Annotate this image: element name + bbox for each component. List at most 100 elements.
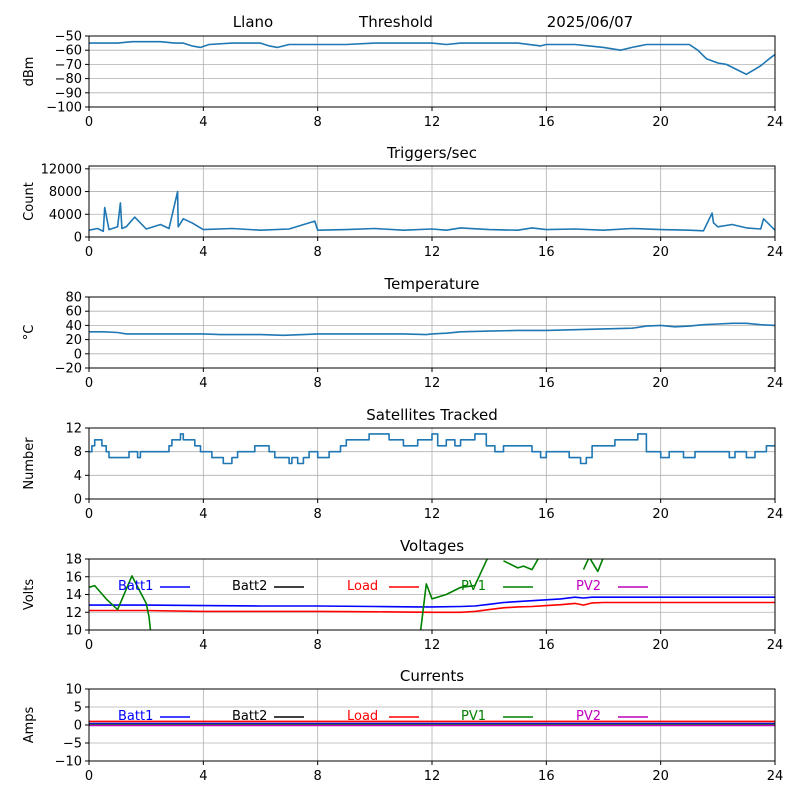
y-tick-label: −80 (55, 72, 82, 87)
x-tick-label: 8 (314, 115, 322, 130)
y-tick-label: 4 (74, 469, 82, 484)
panel-triggers: Triggers/sec 0 4 8 12 16 20 24 0 4000 8000 12000 Cou… (22, 144, 783, 260)
x-tick-label: 16 (538, 376, 555, 391)
legend-label: PV2 (576, 709, 601, 724)
x-tick-label: 24 (767, 245, 784, 260)
y-tick-label: 12 (65, 606, 82, 621)
x-tick-label: 12 (424, 245, 441, 260)
y-tick-label: 10 (65, 683, 82, 698)
x-tick-label: 20 (652, 638, 669, 653)
header-site: Llano (233, 13, 273, 31)
x-tick-label: 0 (85, 769, 93, 784)
y-tick-label: 12000 (41, 162, 82, 177)
x-tick-label: 20 (652, 245, 669, 260)
y-tick-label: −100 (46, 101, 82, 116)
panel-voltages: Voltages Batt1 Batt2 Load PV1 PV2 0 4 8 12 16 20 24 1… (22, 537, 783, 653)
x-tick-label: 24 (767, 507, 784, 522)
y-tick-label: 8 (74, 445, 82, 460)
legend-label: Batt1 (118, 579, 153, 594)
y-axis-label: Count (22, 182, 37, 221)
x-tick-label: 8 (314, 769, 322, 784)
panel-currents: Currents Batt1 Batt2 Load PV1 PV2 0 4 8 12 16 20 24 −… (22, 667, 783, 784)
header-mode: Threshold (358, 13, 433, 31)
y-tick-label: −60 (55, 44, 82, 59)
panel-title: Temperature (383, 275, 479, 293)
x-tick-label: 24 (767, 115, 784, 130)
legend-label: Batt2 (232, 709, 267, 724)
y-tick-label: 0 (74, 231, 82, 246)
x-tick-label: 16 (538, 638, 555, 653)
x-tick-label: 8 (314, 507, 322, 522)
legend-label: PV1 (461, 579, 486, 594)
x-tick-label: 24 (767, 376, 784, 391)
x-tick-label: 4 (199, 507, 207, 522)
y-tick-label: −5 (63, 737, 82, 752)
series-line (89, 322, 775, 337)
x-tick-label: 0 (85, 245, 93, 260)
y-tick-label: 4000 (49, 208, 82, 223)
y-tick-label: 12 (65, 422, 82, 437)
y-tick-label: 80 (65, 291, 82, 306)
legend-label: PV1 (461, 709, 486, 724)
y-axis-label: Number (22, 437, 37, 490)
x-tick-label: 12 (424, 769, 441, 784)
x-tick-label: 4 (199, 245, 207, 260)
x-tick-label: 0 (85, 507, 93, 522)
x-tick-label: 16 (538, 769, 555, 784)
y-tick-label: −90 (55, 86, 82, 101)
x-tick-label: 0 (85, 638, 93, 653)
panel-title: Voltages (400, 537, 464, 555)
panel-signal: 0 4 8 12 16 20 24 −100−90−80−70−60−50 dBm (22, 30, 783, 131)
x-tick-label: 4 (199, 115, 207, 130)
panel-satellites: Satellites Tracked 0 4 8 12 16 20 24 0 4 8 12 Number (22, 406, 783, 522)
legend-label: Load (347, 579, 378, 594)
x-tick-label: 12 (424, 115, 441, 130)
y-tick-label: −10 (55, 755, 82, 770)
x-tick-label: 20 (652, 115, 669, 130)
y-axis-label: Volts (22, 579, 37, 611)
x-tick-label: 12 (424, 376, 441, 391)
x-tick-label: 24 (767, 638, 784, 653)
series-line-batt1 (89, 596, 775, 608)
x-tick-label: 0 (85, 115, 93, 130)
y-tick-label: 8000 (49, 185, 82, 200)
panel-title: Satellites Tracked (366, 406, 497, 424)
series-line (89, 433, 775, 465)
y-tick-label: 0 (74, 347, 82, 362)
x-tick-label: 20 (652, 507, 669, 522)
legend-label: Batt2 (232, 579, 267, 594)
y-tick-label: 0 (74, 493, 82, 508)
x-tick-label: 16 (538, 115, 555, 130)
legend-label: PV2 (576, 579, 601, 594)
y-tick-label: −20 (55, 362, 82, 377)
x-tick-label: 16 (538, 507, 555, 522)
y-axis-label: dBm (22, 57, 37, 87)
x-tick-label: 4 (199, 376, 207, 391)
y-tick-label: 40 (65, 319, 82, 334)
x-tick-label: 12 (424, 507, 441, 522)
y-axis-label: Amps (22, 706, 37, 743)
legend-label: Load (347, 709, 378, 724)
y-tick-label: 5 (74, 701, 82, 716)
y-tick-label: 16 (65, 570, 82, 585)
x-tick-label: 8 (314, 376, 322, 391)
x-tick-label: 16 (538, 245, 555, 260)
legend-label: Batt1 (118, 709, 153, 724)
x-tick-label: 20 (652, 769, 669, 784)
x-tick-label: 24 (767, 769, 784, 784)
y-tick-label: 0 (74, 719, 82, 734)
panel-title: Currents (400, 667, 464, 685)
x-tick-label: 8 (314, 638, 322, 653)
y-tick-label: −70 (55, 58, 82, 73)
y-tick-label: 60 (65, 305, 82, 320)
panel-title: Triggers/sec (386, 144, 477, 162)
y-axis-label: °C (22, 325, 37, 341)
series-line (89, 190, 775, 233)
y-tick-label: 18 (65, 553, 82, 568)
header-date: 2025/06/07 (547, 13, 633, 31)
y-tick-label: 20 (65, 333, 82, 348)
x-tick-label: 4 (199, 769, 207, 784)
x-tick-label: 20 (652, 376, 669, 391)
